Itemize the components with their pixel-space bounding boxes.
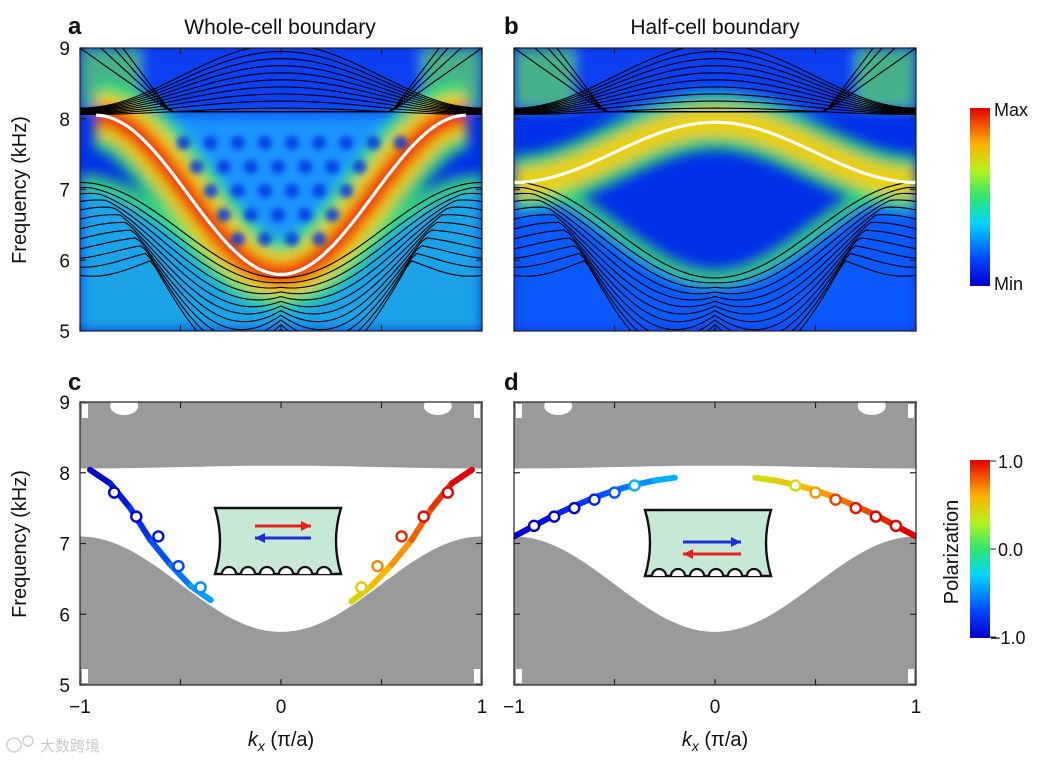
inset-arrow-right-icon <box>683 537 741 547</box>
data-marker <box>107 486 121 499</box>
panel-d-lower-bulk-band <box>514 536 916 685</box>
data-marker <box>172 559 185 573</box>
panel-a-ytick-label: 8 <box>59 110 70 131</box>
data-marker <box>395 530 408 543</box>
panel-d-xtick-label: −1 <box>503 697 525 718</box>
intensity-colorbar: Max Min <box>970 100 1028 294</box>
panel-d-markers <box>527 479 903 533</box>
panel-c-upper-bulk-band <box>80 402 482 469</box>
inset-arrow-left-icon <box>683 549 741 559</box>
data-marker <box>829 493 842 506</box>
inset-arrow-left-icon <box>255 533 311 543</box>
data-marker <box>568 501 581 515</box>
edge-segment <box>448 466 475 487</box>
panel-c-lower-bulk-band <box>80 536 482 685</box>
edge-segment <box>368 561 395 589</box>
panel-c-xtick-label: 0 <box>276 697 287 718</box>
panel-c-ytick-label: 9 <box>59 393 70 414</box>
watermark-logo-icon <box>6 737 22 753</box>
data-marker <box>152 530 165 543</box>
panel-a-title: Whole-cell boundary <box>184 16 376 39</box>
edge-segment <box>651 474 678 484</box>
panel-letter-a: a <box>68 13 82 40</box>
data-marker <box>608 486 621 499</box>
data-marker <box>869 510 882 523</box>
edge-segment <box>147 536 174 568</box>
data-marker <box>789 479 802 492</box>
polarization-tick-min: −1.0 <box>990 628 1026 648</box>
panel-d-xtick-label: 1 <box>911 697 922 718</box>
panel-a-plot <box>79 47 483 332</box>
panel-a-bulk-bands <box>80 48 482 331</box>
inset-arrow-right-icon <box>255 521 311 531</box>
panel-d-xlabel: kx (π/a) <box>682 729 748 754</box>
intensity-colorbar-max-label: Max <box>994 100 1028 120</box>
data-marker <box>527 519 541 533</box>
panel-d-xtick-label: 0 <box>710 697 721 718</box>
panel-b-bulk-bands <box>514 48 916 331</box>
intensity-colorbar-min-label: Min <box>994 274 1023 294</box>
polarization-tick-max: 1.0 <box>998 452 1023 472</box>
panel-letter-c: c <box>68 369 81 396</box>
edge-segment <box>388 536 415 568</box>
edge-segment <box>348 582 375 605</box>
polarization-colorbar-gradient <box>970 460 990 638</box>
panel-d-upper-bulk-band <box>514 402 916 469</box>
panel-letter-b: b <box>504 13 519 40</box>
polarization-tick-zero: 0.0 <box>998 540 1023 560</box>
panel-b-edge-state-curve <box>514 120 916 184</box>
panel-d-plot <box>513 401 917 686</box>
data-marker <box>809 486 822 499</box>
edge-segment <box>87 466 114 487</box>
data-marker <box>371 559 384 573</box>
panel-b-title: Half-cell boundary <box>630 16 800 39</box>
data-marker <box>130 510 143 523</box>
intensity-colorbar-gradient <box>970 108 990 286</box>
panel-a-ytick-label: 5 <box>59 322 70 343</box>
data-marker <box>355 581 368 594</box>
polarization-colorbar: 1.0 0.0 −1.0 Polarization <box>941 452 1026 648</box>
panel-a-ytick-label: 7 <box>59 181 70 202</box>
edge-segment <box>752 474 779 484</box>
polarization-colorbar-title: Polarization <box>941 500 963 605</box>
data-marker <box>849 501 862 515</box>
panel-a-edge-state-curve <box>95 113 467 277</box>
panel-c-markers <box>107 486 455 594</box>
panel-d-inset-schematic <box>643 508 773 578</box>
panel-c-ytick-label: 6 <box>59 605 70 626</box>
data-marker <box>548 510 561 523</box>
panel-c-xtick-label: −1 <box>69 697 91 718</box>
data-marker <box>889 519 903 533</box>
panel-letter-d: d <box>504 369 519 396</box>
panel-c-ytick-label: 7 <box>59 535 70 556</box>
data-marker <box>441 486 455 499</box>
panel-c-xtick-label: 1 <box>477 697 488 718</box>
data-marker <box>588 493 601 506</box>
watermark-text: 大数跨境 <box>40 737 100 755</box>
panel-c-plot <box>79 401 483 686</box>
panel-c-ylabel: Frequency (kHz) <box>9 470 31 618</box>
panel-a-ytick-label: 9 <box>59 39 70 60</box>
panel-c-ytick-label: 8 <box>59 464 70 485</box>
data-marker <box>417 510 430 523</box>
data-marker <box>194 581 207 594</box>
data-marker <box>628 479 641 492</box>
panel-c-xlabel: kx (π/a) <box>248 729 314 754</box>
panel-a-ylabel: Frequency (kHz) <box>9 116 31 264</box>
panel-c-ytick-label: 5 <box>59 676 70 697</box>
watermark: 大数跨境 <box>6 735 100 755</box>
panel-a-ytick-label: 6 <box>59 251 70 272</box>
panel-c-inset-schematic <box>213 506 343 576</box>
